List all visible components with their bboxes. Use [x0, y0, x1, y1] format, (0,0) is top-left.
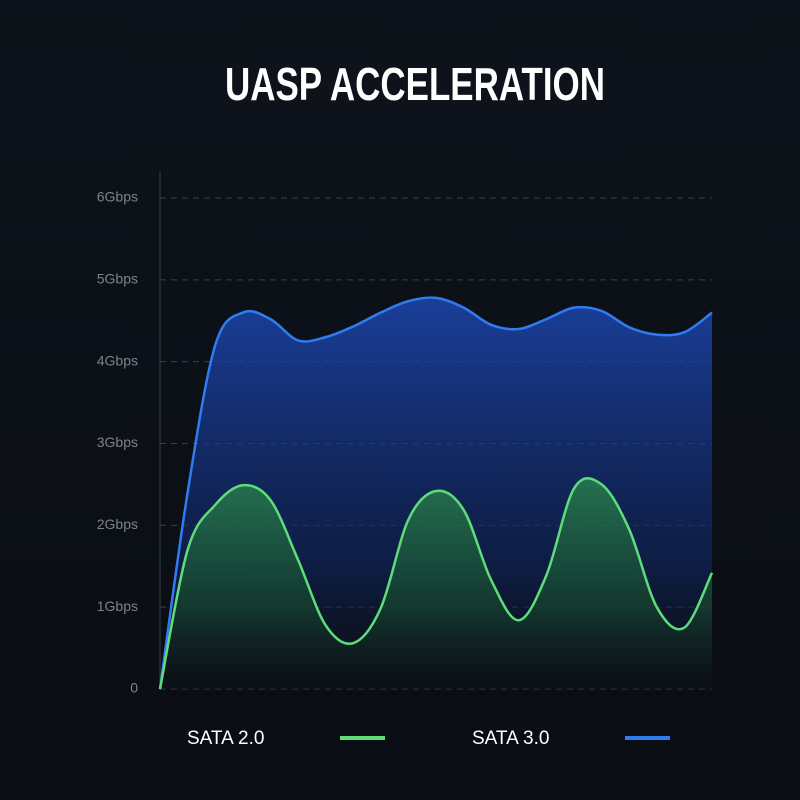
y-tick-label: 4Gbps: [97, 352, 138, 368]
chart-title: UASP ACCELERATION: [225, 58, 605, 110]
y-tick-label: 2Gbps: [97, 516, 138, 532]
y-tick-label: 0: [130, 680, 138, 696]
area-fill: [160, 478, 712, 689]
y-tick-label: 1Gbps: [97, 598, 138, 614]
legend-label: SATA 2.0: [187, 728, 264, 749]
y-tick-label: 3Gbps: [97, 434, 138, 450]
series-line: [158, 476, 714, 690]
y-tick-label: 5Gbps: [97, 271, 138, 287]
y-tick-label: 6Gbps: [97, 189, 138, 205]
legend-label: SATA 3.0: [472, 728, 549, 749]
series-line: [158, 296, 713, 690]
